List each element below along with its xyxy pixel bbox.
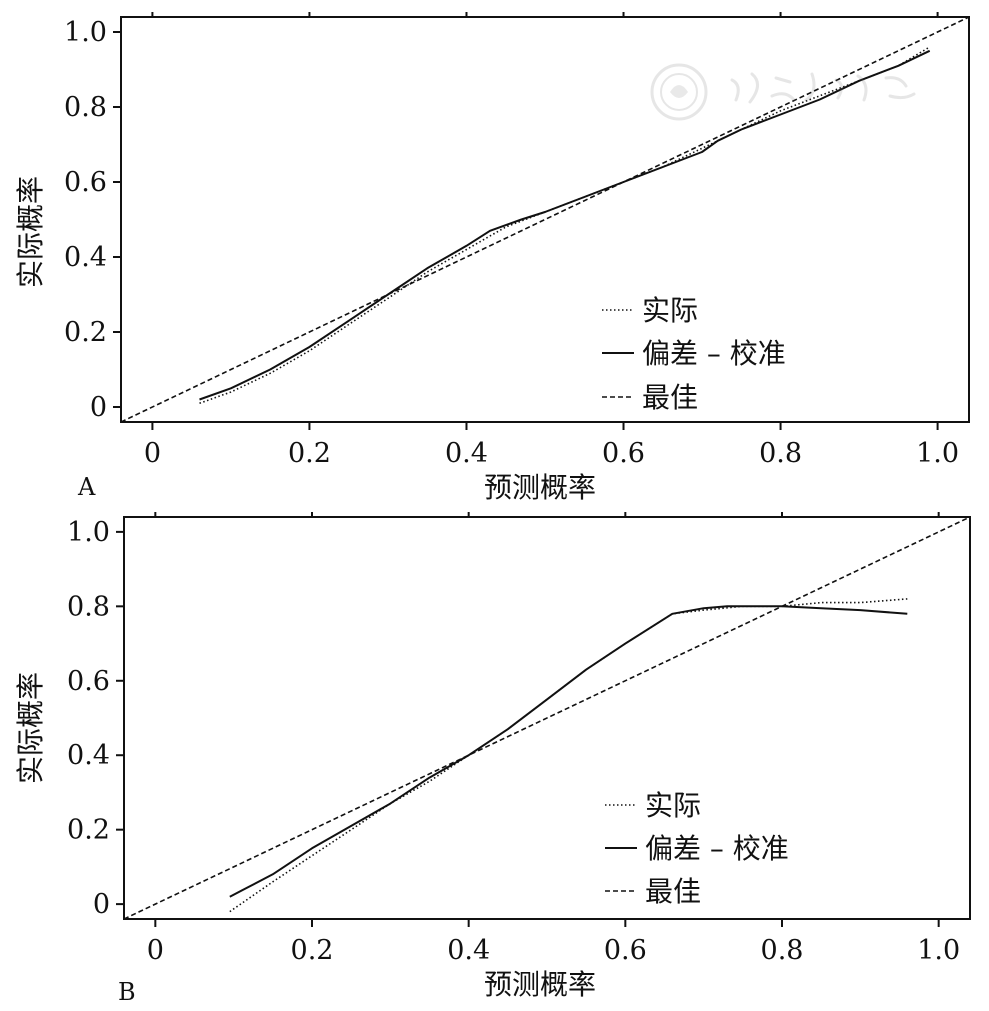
x-tick-label: 0.4 <box>447 935 490 966</box>
x-tick-label: 1.0 <box>916 438 959 469</box>
series-lines <box>124 517 970 919</box>
y-tick-label: 0.6 <box>67 666 110 697</box>
y-tick-label: 0.2 <box>67 815 110 846</box>
x-tick-label: 0.8 <box>759 438 802 469</box>
x-axis-title: 预测概率 <box>484 471 596 504</box>
y-tick-label: 1.0 <box>67 517 110 548</box>
x-tick-label: 0.4 <box>445 438 488 469</box>
x-tick-label: 1.0 <box>917 935 960 966</box>
legend-label-actual: 实际 <box>642 294 698 327</box>
legend: 实际 偏差 – 校准 最佳 <box>602 294 786 414</box>
x-tick-label: 0.2 <box>291 935 334 966</box>
x-tick-label: 0 <box>144 438 161 469</box>
x-tick-labels: 0 0.2 0.4 0.6 0.8 1.0 <box>144 438 959 469</box>
series-bias-corrected-line <box>199 49 931 401</box>
legend-label-ideal: 最佳 <box>645 875 701 908</box>
panel-a: 0 0.2 0.4 0.6 0.8 1.0 0 0.2 0.4 0.6 0.8 1.0 实际概率 预… <box>14 12 970 504</box>
x-tick-label: 0.2 <box>288 438 331 469</box>
legend-label-actual: 实际 <box>645 789 701 822</box>
y-tick-label: 0.4 <box>64 242 107 273</box>
x-axis-title: 预测概率 <box>484 968 596 1001</box>
legend-label-bias-corrected: 偏差 – 校准 <box>645 832 789 865</box>
y-axis-title: 实际概率 <box>14 176 47 288</box>
y-tick-label: 0 <box>93 889 110 920</box>
y-tick-labels: 0 0.2 0.4 0.6 0.8 1.0 <box>64 17 107 423</box>
x-tick-label: 0.6 <box>604 935 647 966</box>
panel-letter: B <box>118 978 136 1006</box>
panel-b: 0 0.2 0.4 0.6 0.8 1.0 0 0.2 0.4 0.6 0.8 1.0 实际概率 预… <box>14 512 971 1006</box>
y-tick-label: 0.2 <box>64 317 107 348</box>
y-tick-labels: 0 0.2 0.4 0.6 0.8 1.0 <box>67 517 110 920</box>
x-tick-label: 0.8 <box>761 935 804 966</box>
x-tick-label: 0.6 <box>602 438 645 469</box>
panel-letter: A <box>77 473 96 501</box>
x-tick-labels: 0 0.2 0.4 0.6 0.8 1.0 <box>147 935 960 966</box>
tick-marks <box>116 512 940 927</box>
y-tick-label: 0.8 <box>67 591 110 622</box>
y-axis-title: 实际概率 <box>14 672 47 784</box>
legend: 实际 偏差 – 校准 最佳 <box>605 789 789 908</box>
y-tick-label: 1.0 <box>64 17 107 48</box>
x-tick-label: 0 <box>147 935 164 966</box>
y-tick-label: 0.8 <box>64 92 107 123</box>
y-tick-label: 0.4 <box>67 740 110 771</box>
series-actual-line <box>199 46 931 405</box>
y-tick-label: 0 <box>90 392 107 423</box>
series-lines <box>121 17 969 422</box>
y-tick-label: 0.6 <box>64 167 107 198</box>
series-ideal-line <box>121 17 969 422</box>
legend-label-bias-corrected: 偏差 – 校准 <box>642 337 786 370</box>
series-actual-line <box>229 598 908 913</box>
watermark-seal-icon <box>650 63 916 121</box>
series-bias-corrected-line <box>229 605 908 898</box>
tick-marks <box>113 12 939 430</box>
legend-label-ideal: 最佳 <box>642 381 698 414</box>
series-ideal-line <box>124 517 970 919</box>
plot-frame <box>123 516 971 920</box>
plot-frame <box>120 16 970 423</box>
